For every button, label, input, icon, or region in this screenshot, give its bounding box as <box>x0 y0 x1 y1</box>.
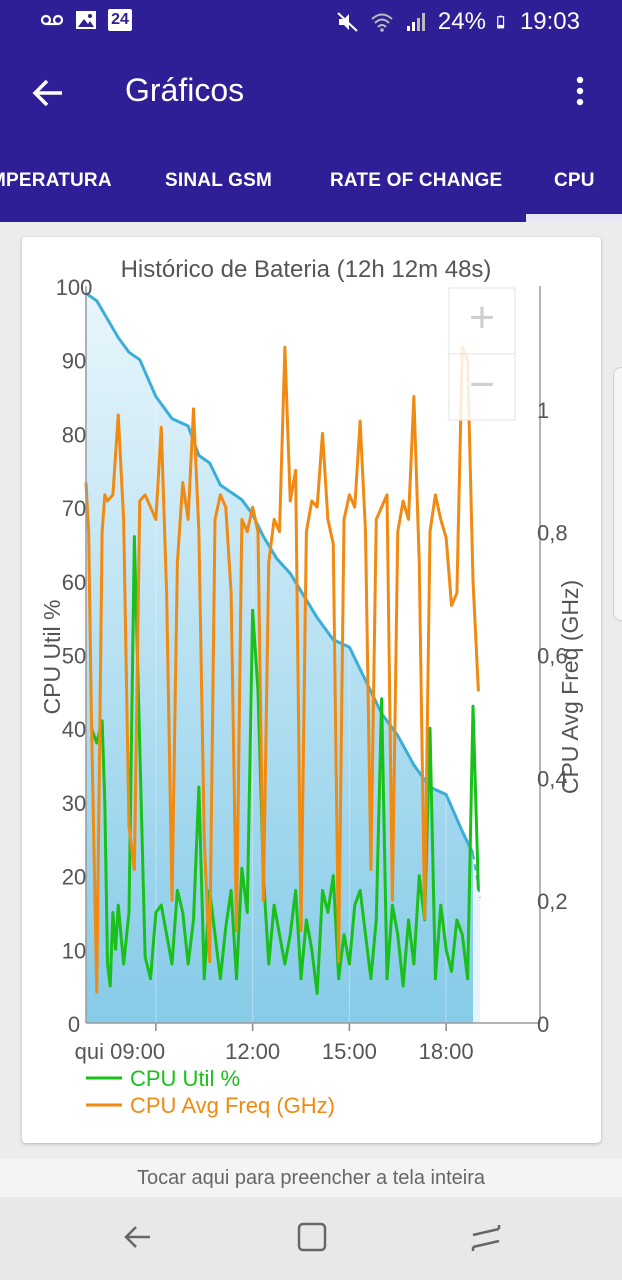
navigation-bar <box>0 1197 622 1280</box>
plus-icon: + <box>469 293 495 342</box>
minus-icon: − <box>469 360 495 409</box>
chart-title: Histórico de Bateria (12h 12m 48s) <box>121 256 492 283</box>
legend-label-cpu-util: CPU Util % <box>130 1066 240 1091</box>
x-tick-label: 12:00 <box>225 1039 280 1064</box>
mute-icon <box>337 12 358 32</box>
nav-back-button[interactable] <box>118 1217 158 1257</box>
tab-cpu[interactable]: CPU <box>554 170 595 191</box>
cpu-util-line <box>89 535 480 996</box>
back-button[interactable] <box>26 70 72 116</box>
y-left-tick-label: 20 <box>62 865 86 890</box>
calendar-icon: 24 <box>108 9 132 31</box>
battery-icon <box>497 15 505 29</box>
tab-rate-of-change[interactable]: RATE OF CHANGE <box>330 170 503 191</box>
nav-back-icon <box>124 1226 150 1248</box>
y-right-tick-label: 0,8 <box>537 521 568 546</box>
side-panel-handle[interactable] <box>613 367 622 621</box>
y-left-tick-label: 70 <box>62 496 86 521</box>
y-right-tick-label: 0,2 <box>537 889 568 914</box>
x-tick-label: 18:00 <box>419 1039 474 1064</box>
tab-sinal-gsm[interactable]: SINAL GSM <box>165 170 273 191</box>
status-bar: 24 24% 19:03 <box>0 0 622 44</box>
zoom-controls: + − <box>448 287 516 421</box>
overflow-menu-button[interactable] <box>560 72 600 112</box>
clock: 19:03 <box>519 8 580 35</box>
chart-card: + − 100 90 80 70 60 50 40 30 20 10 0 1 0,8 0,6 0,4 0,2 0… <box>22 237 601 1143</box>
nav-home-button[interactable] <box>292 1217 332 1257</box>
legend-label-cpu-freq: CPU Avg Freq (GHz) <box>130 1093 335 1118</box>
more-vert-icon <box>576 76 584 106</box>
tab-temperatura[interactable]: MPERATURA <box>0 170 112 191</box>
y-left-tick-label: 10 <box>62 938 86 963</box>
tab-bar: MPERATURA SINAL GSM RATE OF CHANGE CPU <box>0 140 622 222</box>
cpu-chart[interactable]: + − 100908070605040302010010,80,60,40,20… <box>22 237 601 1143</box>
app-bar: Gráficos <box>0 44 622 140</box>
y-right-tick-label: 0,4 <box>537 766 568 791</box>
y-right-tick-label: 0 <box>537 1012 549 1037</box>
image-icon <box>76 11 96 29</box>
zoom-out-button[interactable]: − <box>448 353 516 421</box>
tab-selected-indicator <box>526 214 622 222</box>
status-bar-notifications: 24 <box>40 8 132 32</box>
battery-projected-area <box>473 853 480 1023</box>
y-left-tick-label: 100 <box>56 275 93 300</box>
y-left-tick-label: 0 <box>68 1012 80 1037</box>
y-left-tick-label: 90 <box>62 349 86 374</box>
voicemail-icon <box>40 14 64 26</box>
y-right-tick-label: 1 <box>537 398 549 423</box>
battery-area <box>86 293 474 1023</box>
nav-home-icon <box>297 1222 327 1252</box>
arrow-left-icon <box>32 79 62 107</box>
y-left-tick-label: 50 <box>62 644 86 669</box>
y-left-axis-label: CPU Util % <box>39 599 65 714</box>
x-tick-label: 15:00 <box>322 1039 377 1064</box>
battery-percentage: 24% <box>437 8 486 35</box>
x-tick-label: qui 09:00 <box>75 1039 166 1064</box>
zoom-in-button[interactable]: + <box>448 287 516 355</box>
wifi-icon <box>371 13 393 32</box>
nav-recents-button[interactable] <box>466 1217 506 1257</box>
nav-recents-icon <box>471 1225 501 1251</box>
y-left-tick-label: 80 <box>62 422 86 447</box>
cpu-freq-line <box>84 345 480 994</box>
y-left-tick-label: 40 <box>62 717 86 742</box>
fullscreen-hint[interactable]: Tocar aqui para preencher a tela inteira <box>0 1159 622 1197</box>
y-right-axis-label: CPU Avg Freq (GHz) <box>557 580 583 794</box>
signal-icon <box>406 13 425 31</box>
chart-legend: CPU Util % CPU Avg Freq (GHz) <box>86 1066 335 1118</box>
y-left-tick-label: 30 <box>62 791 86 816</box>
y-left-tick-label: 60 <box>62 570 86 595</box>
status-bar-system: 24% 19:03 <box>336 8 580 36</box>
page-title: Gráficos <box>125 72 245 108</box>
y-right-tick-label: 0,6 <box>537 644 568 669</box>
